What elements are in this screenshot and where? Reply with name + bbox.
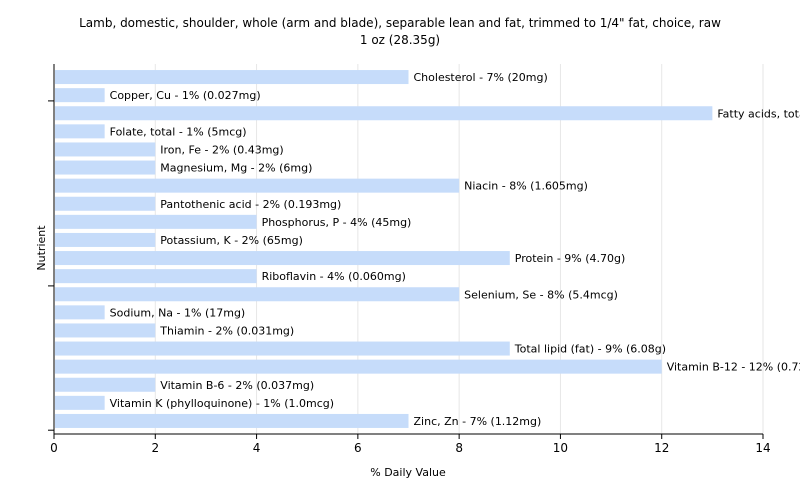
bar-3 [55,124,105,139]
chart-title: Lamb, domestic, shoulder, whole (arm and… [79,16,721,30]
bar-label-13: Sodium, Na - 1% (17mg) [110,306,246,319]
bar-label-12: Selenium, Se - 8% (5.4mcg) [464,288,618,301]
x-tick-label-7: 14 [755,441,770,455]
bar-label-6: Niacin - 8% (1.605mg) [464,180,588,193]
x-ticks-group: 0 2 4 6 8 10 12 14 [50,434,771,455]
bar-label-15: Total lipid (fat) - 9% (6.08g) [514,343,666,356]
bar-label-1: Copper, Cu - 1% (0.027mg) [110,89,261,102]
bar-label-16: Vitamin B-12 - 12% (0.72mcg) [667,361,800,374]
bar-16 [55,359,662,374]
y-axis-title: Nutrient [35,225,48,271]
x-tick-label-4: 8 [455,441,463,455]
x-axis-title: % Daily Value [370,466,446,479]
x-tick-label-3: 6 [354,441,362,455]
bar-label-18: Vitamin K (phylloquinone) - 1% (1.0mcg) [110,397,334,410]
bar-13 [55,305,105,320]
bar-15 [55,341,510,356]
x-tick-label-2: 4 [253,441,261,455]
bar-label-7: Pantothenic acid - 2% (0.193mg) [160,198,341,211]
bar-17 [55,377,156,392]
bar-0 [55,70,409,85]
chart-subtitle: 1 oz (28.35g) [360,33,440,47]
bar-label-17: Vitamin B-6 - 2% (0.037mg) [160,379,314,392]
bar-18 [55,395,105,410]
x-tick-label-0: 0 [50,441,58,455]
x-tick-label-5: 10 [553,441,568,455]
bar-7 [55,196,156,211]
bar-label-2: Fatty acids, total saturated - 13% (2.63… [717,107,800,120]
gridlines [154,64,764,434]
bars-group: Cholesterol - 7% (20mg) Copper, Cu - 1% (… [55,70,800,428]
bar-label-14: Thiamin - 2% (0.031mg) [159,324,294,337]
bar-label-8: Phosphorus, P - 4% (45mg) [262,216,412,229]
bar-5 [55,160,156,175]
bar-10 [55,251,510,266]
x-tick-label-1: 2 [151,441,159,455]
bar-1 [55,88,105,103]
bar-11 [55,269,257,284]
bar-9 [55,232,156,247]
bar-label-0: Cholesterol - 7% (20mg) [414,71,548,84]
axes-group [48,64,763,435]
bar-19 [55,413,409,428]
bar-label-4: Iron, Fe - 2% (0.43mg) [160,143,283,156]
bar-label-9: Potassium, K - 2% (65mg) [160,234,303,247]
bar-8 [55,214,257,229]
bar-14 [55,323,156,338]
bar-label-5: Magnesium, Mg - 2% (6mg) [160,162,312,175]
bar-label-19: Zinc, Zn - 7% (1.12mg) [414,415,542,428]
bar-6 [55,178,460,193]
bar-2 [55,106,713,121]
bar-label-11: Riboflavin - 4% (0.060mg) [262,270,406,283]
bar-label-3: Folate, total - 1% (5mcg) [110,125,247,138]
bar-label-10: Protein - 9% (4.70g) [515,252,626,265]
bar-4 [55,142,156,157]
x-tick-label-6: 12 [654,441,669,455]
bar-12 [55,287,460,302]
